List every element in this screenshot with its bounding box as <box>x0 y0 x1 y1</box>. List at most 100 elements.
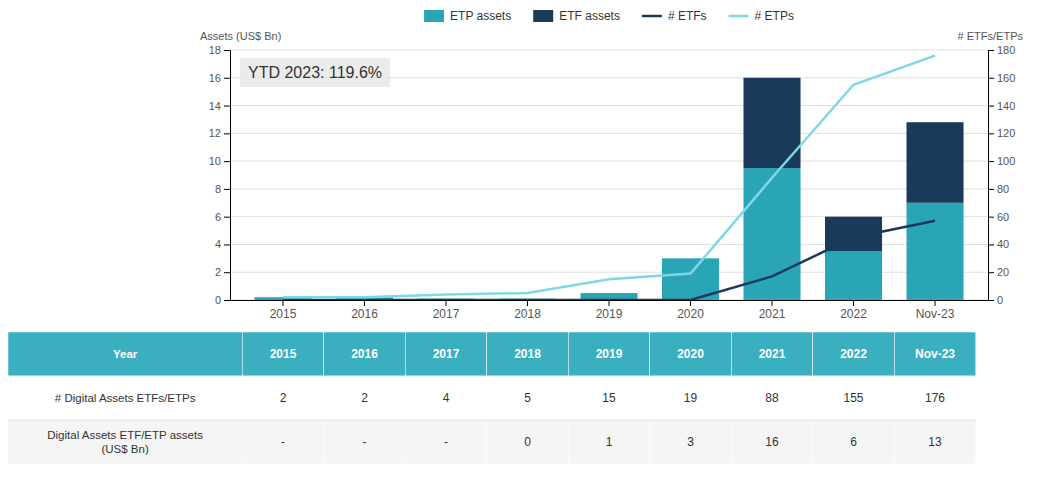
table-cell <box>242 376 324 420</box>
table-cell <box>731 376 813 420</box>
legend-label: # ETPs <box>755 9 794 23</box>
tick: 2022 <box>840 300 867 321</box>
table-cell <box>324 376 406 420</box>
legend: ETP assetsETF assets# ETFs# ETPs <box>424 9 794 23</box>
tick: 160 <box>988 72 1015 84</box>
legend-swatch <box>642 15 662 18</box>
tick-mark <box>988 161 994 162</box>
table-cell <box>894 420 976 464</box>
tick-label: 2 <box>215 266 221 278</box>
tick-label: 2022 <box>840 307 867 321</box>
tick-mark <box>988 217 994 218</box>
tick: 2021 <box>759 300 786 321</box>
grid-line <box>230 161 988 162</box>
tick-label: 8 <box>215 183 221 195</box>
tick: 10 <box>209 155 230 167</box>
tick-mark <box>364 300 365 306</box>
tick: 180 <box>988 44 1015 56</box>
tick-label: 2020 <box>677 307 704 321</box>
tick-mark <box>224 133 230 134</box>
bar-series <box>743 78 963 252</box>
legend-swatch <box>533 10 553 22</box>
tick-label: 40 <box>997 238 1009 250</box>
table-cell <box>894 376 976 420</box>
tick-label: 16 <box>209 72 221 84</box>
tick: 60 <box>988 211 1009 223</box>
table-value: 19 <box>684 391 698 405</box>
tick-label: 18 <box>209 44 221 56</box>
table-cell <box>324 420 406 464</box>
table-cell <box>894 332 976 376</box>
y-axis-title: Assets (US$ Bn) <box>200 30 281 42</box>
table-value: - <box>444 435 448 449</box>
annotation: YTD 2023: 119.6% <box>240 58 390 87</box>
tick: 16 <box>209 72 230 84</box>
table-header: 2020 <box>677 347 704 361</box>
tick: 14 <box>209 100 230 112</box>
tick: 2018 <box>514 300 541 321</box>
table-header: 2019 <box>596 347 623 361</box>
tick-mark <box>988 133 994 134</box>
tick: 2015 <box>270 300 297 321</box>
table-cell <box>650 376 732 420</box>
tick-mark <box>988 189 994 190</box>
legend-label: ETP assets <box>450 9 511 23</box>
table-separator <box>8 420 976 421</box>
table-cell <box>568 420 650 464</box>
tick: 2 <box>215 266 230 278</box>
tick-label: 10 <box>209 155 221 167</box>
tick-label: 4 <box>215 238 221 250</box>
tick-mark <box>224 217 230 218</box>
bar <box>906 203 963 300</box>
table-header: 2015 <box>270 347 297 361</box>
table-cell <box>813 332 895 376</box>
table-cell <box>405 420 487 464</box>
line <box>283 56 935 298</box>
grid-line <box>230 133 988 134</box>
table-row-label: Digital Assets ETF/ETP assets(US$ Bn) <box>47 429 203 455</box>
tick-label: 6 <box>215 211 221 223</box>
plot-area <box>254 56 963 300</box>
grid-line <box>230 105 988 106</box>
tick-mark <box>224 106 230 107</box>
table-cell <box>650 420 732 464</box>
tick-mark <box>988 244 994 245</box>
table-cell <box>405 332 487 376</box>
tick-mark <box>224 78 230 79</box>
y-axis: 0 2 4 6 8 10 12 14 16 18 <box>209 44 231 306</box>
table-value: 13 <box>928 435 942 449</box>
legend-label: # ETFs <box>668 9 707 23</box>
tick: 12 <box>209 127 230 139</box>
tick-mark <box>527 300 528 306</box>
tick-label: 2017 <box>433 307 460 321</box>
table-cell <box>650 332 732 376</box>
table-row-label: # Digital Assets ETFs/ETPs <box>55 392 196 404</box>
table-value: 16 <box>765 435 779 449</box>
tick: 8 <box>215 183 230 195</box>
tick-mark <box>224 189 230 190</box>
tick: 4 <box>215 238 230 250</box>
line <box>283 221 935 300</box>
annotation-text: YTD 2023: 119.6% <box>248 64 382 81</box>
tick-mark <box>935 300 936 306</box>
tick-mark <box>988 300 994 301</box>
table-cell <box>487 332 569 376</box>
tick-label: 120 <box>997 127 1015 139</box>
tick: 140 <box>988 100 1015 112</box>
tick: 120 <box>988 127 1015 139</box>
table-value: 6 <box>850 435 857 449</box>
tick-label: 0 <box>215 294 221 306</box>
tick-label: 140 <box>997 100 1015 112</box>
axis-line <box>989 51 995 301</box>
tick: 20 <box>988 266 1009 278</box>
tick-mark <box>609 300 610 306</box>
tick: 80 <box>988 183 1009 195</box>
table-cell <box>568 376 650 420</box>
tick-mark <box>690 300 691 306</box>
table-value: 155 <box>844 391 864 405</box>
table-cell <box>731 332 813 376</box>
tick: Nov-23 <box>916 300 955 321</box>
tick-label: 14 <box>209 100 221 112</box>
chart: 20152016201720182019202020212022Nov-2302… <box>0 0 1048 478</box>
tick-label: 2016 <box>351 307 378 321</box>
